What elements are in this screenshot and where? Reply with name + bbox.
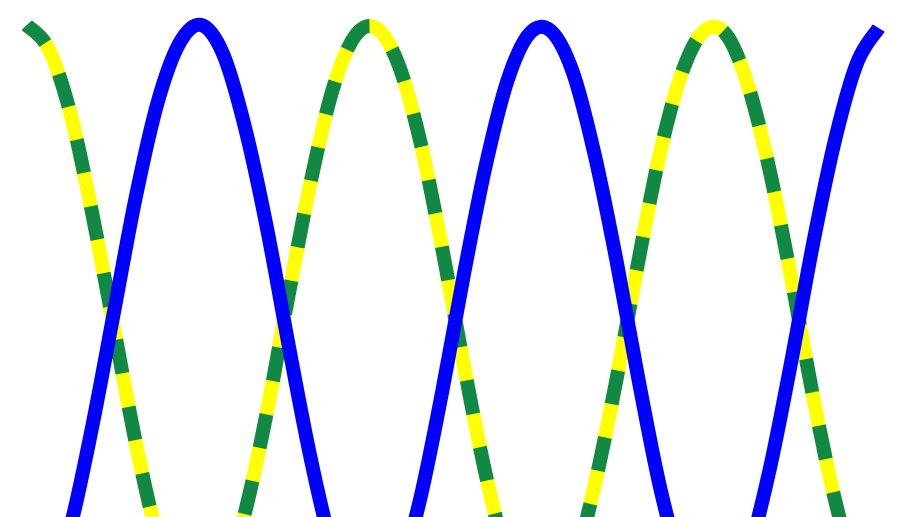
line-series <box>65 17 885 517</box>
